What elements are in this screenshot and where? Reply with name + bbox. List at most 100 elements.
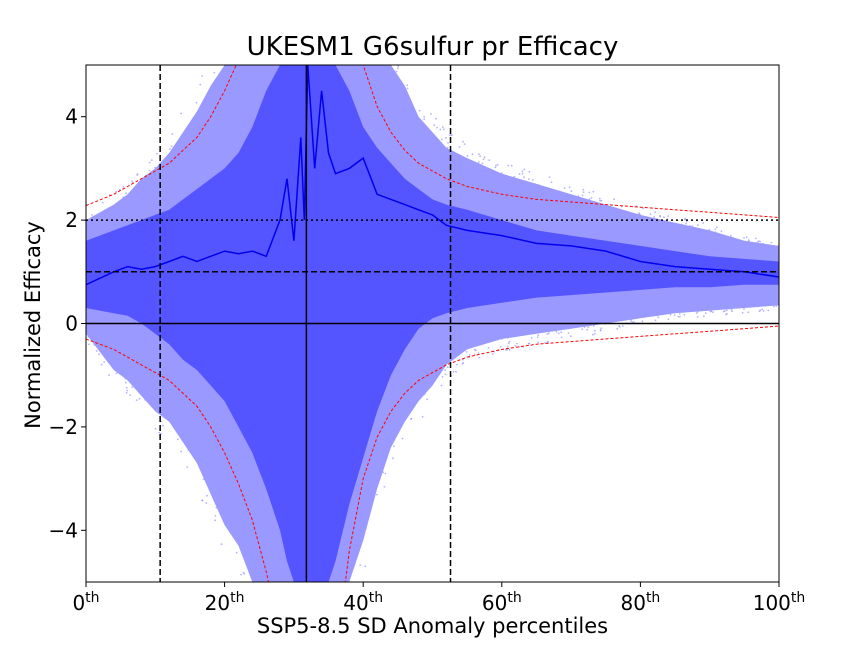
- scatter-point: [745, 236, 748, 239]
- scatter-point: [126, 389, 129, 392]
- scatter-point: [202, 478, 205, 481]
- scatter-point: [440, 384, 443, 387]
- scatter-point: [462, 362, 465, 364]
- scatter-point: [725, 309, 728, 312]
- scatter-point: [657, 316, 660, 319]
- scatter-point: [708, 228, 711, 231]
- x-tick-label: 60th: [482, 590, 522, 615]
- scatter-point: [455, 370, 457, 373]
- scatter-point: [684, 218, 686, 221]
- scatter-point: [103, 361, 105, 363]
- scatter-point: [436, 126, 438, 129]
- scatter-point: [642, 207, 644, 210]
- scatter-point: [171, 133, 174, 135]
- band-inner: [86, 65, 779, 582]
- scatter-point: [335, 592, 337, 594]
- scatter-point: [430, 113, 432, 115]
- scatter-point: [592, 190, 595, 193]
- scatter-point: [649, 213, 652, 215]
- scatter-point: [557, 332, 560, 335]
- scatter-point: [696, 316, 699, 318]
- y-tick-label: 0: [65, 312, 78, 336]
- scatter-point: [759, 240, 761, 243]
- scatter-point: [582, 191, 585, 194]
- scatter-point: [311, 600, 313, 602]
- scatter-point: [443, 128, 445, 131]
- scatter-point: [125, 381, 127, 384]
- scatter-point: [592, 325, 595, 327]
- scatter-point: [730, 308, 733, 311]
- scatter-point: [504, 348, 507, 351]
- scatter-point: [747, 311, 750, 314]
- scatter-point: [581, 194, 584, 197]
- scatter-point: [702, 315, 705, 317]
- y-tick-label: −2: [49, 415, 78, 439]
- scatter-point: [613, 198, 615, 201]
- scatter-point: [536, 336, 539, 338]
- scatter-point: [508, 348, 511, 351]
- envelope-lower-line: [86, 325, 779, 582]
- scatter-point: [695, 312, 698, 314]
- scatter-point: [243, 572, 246, 575]
- scatter-point: [618, 325, 621, 328]
- scatter-point: [401, 437, 404, 440]
- scatter-point: [170, 145, 173, 148]
- scatter-point: [683, 313, 686, 316]
- scatter-point: [421, 415, 424, 418]
- scatter-point: [730, 234, 732, 237]
- scatter-point: [214, 519, 217, 522]
- scatter-point: [523, 168, 526, 171]
- scatter-point: [588, 191, 591, 194]
- scatter-point: [125, 192, 127, 195]
- scatter-point: [767, 309, 770, 312]
- scatter-point: [433, 124, 436, 127]
- y-axis-label: Normalized Efficacy: [21, 221, 45, 429]
- scatter-point: [518, 173, 521, 175]
- y-tick-label: 2: [65, 208, 78, 232]
- scatter-point: [712, 311, 714, 313]
- scatter-point: [722, 310, 725, 313]
- scatter-point: [563, 187, 566, 189]
- scatter-point: [397, 65, 400, 67]
- scatter-point: [594, 329, 596, 332]
- scatter-point: [447, 142, 449, 144]
- scatter-point: [775, 305, 778, 308]
- scatter-point: [426, 398, 428, 401]
- scatter-point: [397, 67, 399, 69]
- x-tick-label: 20th: [205, 590, 245, 615]
- scatter-point: [450, 134, 453, 137]
- scatter-point: [267, 28, 269, 30]
- scatter-point: [256, 601, 258, 603]
- scatter-point: [528, 170, 531, 173]
- scatter-point: [439, 128, 442, 131]
- scatter-point: [392, 457, 394, 460]
- scatter-point: [465, 351, 468, 353]
- scatter-point: [406, 87, 409, 90]
- scatter-point: [327, 599, 329, 601]
- scatter-point: [307, 596, 309, 598]
- envelope-upper-line: [86, 65, 779, 218]
- scatter-point: [158, 431, 161, 434]
- scatter-point: [570, 190, 573, 193]
- scatter-point: [716, 226, 718, 229]
- scatter-point: [364, 565, 367, 568]
- x-tick-label: 80th: [620, 590, 660, 615]
- scatter-point: [410, 418, 412, 420]
- scatter-point: [444, 369, 446, 372]
- scatter-point: [101, 201, 104, 204]
- scatter-point: [444, 373, 447, 376]
- scatter-point: [115, 190, 118, 193]
- scatter-point: [731, 310, 733, 313]
- scatter-point: [169, 148, 171, 150]
- scatter-point: [317, 602, 319, 604]
- scatter-point: [630, 320, 632, 322]
- x-tick-label: 0th: [72, 590, 99, 615]
- scatter-point: [632, 321, 635, 323]
- chart-title: UKESM1 G6sulfur pr Efficacy: [246, 32, 619, 62]
- scatter-point: [125, 391, 128, 394]
- scatter-point: [770, 241, 773, 244]
- scatter-point: [725, 313, 727, 316]
- scatter-point: [599, 329, 602, 331]
- scatter-point: [598, 197, 601, 200]
- scatter-point: [510, 164, 513, 167]
